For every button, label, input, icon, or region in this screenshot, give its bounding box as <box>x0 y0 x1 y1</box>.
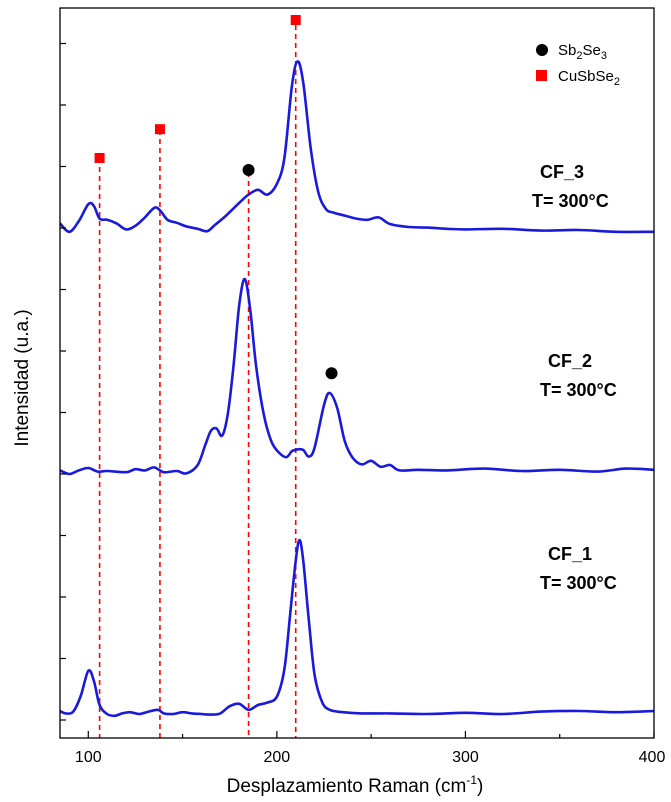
sb2se3-marker <box>325 367 338 380</box>
x-tick-label: 200 <box>264 749 291 766</box>
cusbse2-marker <box>154 124 165 135</box>
series-label-name: CF_2 <box>548 351 592 371</box>
series-line-cf_2 <box>59 277 655 476</box>
series-labels: CF_3 T= 300°C CF_2 T= 300°C CF_1 T= 300°C <box>532 162 617 593</box>
x-axis-ticks: 100 200 300 400 <box>75 731 666 766</box>
reference-lines <box>98 25 297 738</box>
series-label-temperature: T= 300°C <box>540 573 617 593</box>
cusbse2-marker <box>94 153 105 163</box>
series-label-name: CF_3 <box>540 162 584 182</box>
series-line-cf_1 <box>59 538 655 718</box>
series-label-temperature: T= 300°C <box>540 380 617 400</box>
legend-label: CuSbSe2 <box>558 68 620 88</box>
cusbse2-marker <box>290 15 301 25</box>
sb2se3-marker <box>242 164 255 176</box>
legend: Sb2Se3 CuSbSe2 <box>536 42 620 88</box>
legend-marker-square <box>536 70 547 81</box>
y-axis-ticks <box>60 42 66 721</box>
y-axis-label: Intensidad (u.a.) <box>12 309 33 446</box>
series-label-name: CF_1 <box>548 544 592 564</box>
x-axis-label: Desplazamiento Raman (cm-1) <box>227 773 484 797</box>
plot-frame <box>59 7 655 739</box>
series-line-cf_3 <box>59 60 655 234</box>
spectra-series <box>59 60 655 718</box>
peak-markers <box>94 15 338 380</box>
x-tick-label: 300 <box>452 749 479 766</box>
x-tick-label: 400 <box>639 749 666 766</box>
series-label-temperature: T= 300°C <box>532 191 609 211</box>
legend-marker-circle <box>536 44 548 56</box>
x-tick-label: 100 <box>75 749 102 766</box>
legend-label: Sb2Se3 <box>558 42 607 62</box>
